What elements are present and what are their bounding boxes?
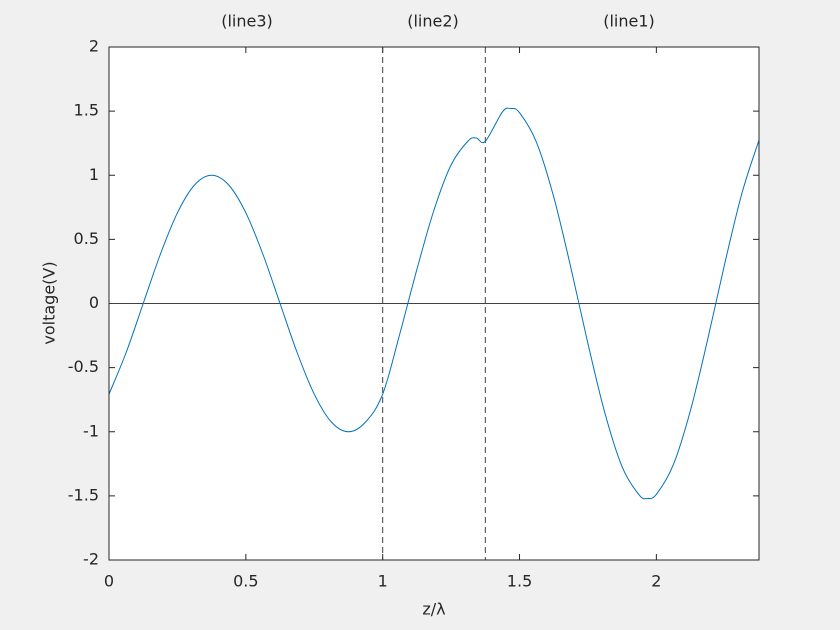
y-tick-label: -2 [83, 550, 99, 569]
x-tick-label: 1.5 [507, 572, 532, 591]
y-tick-label: 2 [89, 37, 99, 56]
y-tick-label: -1 [83, 421, 99, 440]
y-axis-label: voltage(V) [40, 261, 59, 344]
voltage-line [108, 107, 760, 500]
y-tick-label: 1.5 [74, 101, 99, 120]
x-tick-label: 1 [378, 572, 388, 591]
x-tick-label: 0.5 [233, 572, 258, 591]
region-label: (line2) [407, 12, 459, 31]
x-tick-label: 0 [104, 572, 114, 591]
axes-box [108, 46, 760, 561]
x-tick-label: 2 [651, 572, 661, 591]
y-tick-label: -1.5 [68, 485, 99, 504]
x-axis-label: z/λ [422, 600, 445, 619]
region-label: (line3) [221, 12, 273, 31]
y-tick-label: 0.5 [74, 229, 99, 248]
y-tick-label: 0 [89, 293, 99, 312]
y-tick-label: -0.5 [68, 357, 99, 376]
y-tick-label: 1 [89, 165, 99, 184]
region-label: (line1) [603, 12, 655, 31]
